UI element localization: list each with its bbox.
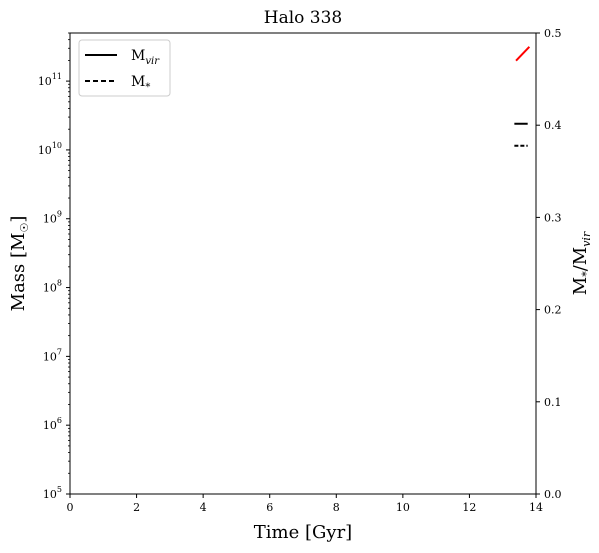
y-right-axis-ticks: 0.0 0.1 0.2 0.3 0.4 0.5: [536, 27, 562, 501]
y-right-tick-label: 0.3: [544, 211, 562, 224]
x-tick-label: 0: [67, 501, 74, 514]
x-tick-label: 12: [462, 501, 476, 514]
plot-lines: [514, 46, 531, 147]
x-axis-label: Time [Gyr]: [254, 522, 352, 543]
y-right-tick-label: 0.1: [544, 396, 562, 409]
y-right-tick-label: 0.4: [544, 119, 562, 132]
sun-symbol: ☉: [18, 223, 31, 233]
y-left-tick-label: 1011: [38, 72, 62, 88]
x-tick-label: 8: [333, 501, 340, 514]
series-line-ratio: [515, 46, 531, 62]
y-left-tick-label: 109: [43, 210, 62, 226]
y-left-label-close: ]: [8, 216, 29, 223]
legend-label: Mvir: [131, 48, 160, 67]
plot-frame: [69, 32, 537, 495]
y-left-axis-label: Mass [M☉]: [8, 216, 31, 312]
legend: Mvir M*: [78, 39, 171, 97]
y-right-tick-label: 0.5: [544, 27, 562, 40]
legend-box: [78, 39, 171, 97]
legend-label: M*: [131, 74, 150, 93]
x-tick-label: 6: [266, 501, 273, 514]
y-left-tick-label: 107: [43, 347, 62, 363]
x-tick-label: 14: [529, 501, 543, 514]
y-right-tick-label: 0.2: [544, 304, 562, 317]
y-left-axis-ticks: 105 106 107 108 109 1010 1011: [38, 32, 70, 501]
y-left-tick-label: 105: [43, 485, 62, 501]
y-right-tick-label: 0.0: [544, 488, 562, 501]
y-left-tick-label: 108: [43, 279, 62, 295]
y-right-axis-label: M*/Mvir: [570, 231, 593, 295]
y-left-tick-label: 1010: [38, 141, 62, 157]
y-left-tick-label: 106: [43, 416, 62, 432]
y-left-label-text: Mass [M: [8, 233, 29, 312]
x-tick-label: 4: [200, 501, 207, 514]
x-tick-label: 2: [133, 501, 140, 514]
x-tick-label: 10: [396, 501, 410, 514]
x-axis-ticks: 0 2 4 6 8 10 12 14: [67, 494, 543, 514]
chart-title: Halo 338: [264, 8, 342, 28]
